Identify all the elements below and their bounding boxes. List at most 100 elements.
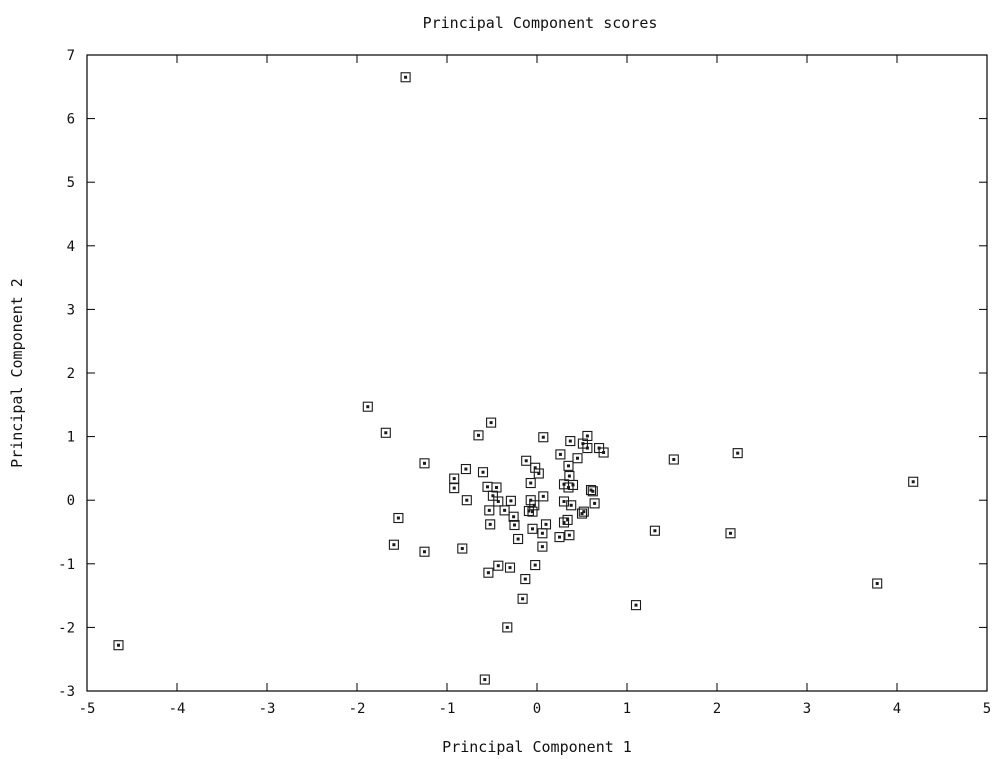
data-points: [113, 72, 919, 685]
data-point: [486, 417, 497, 428]
data-point: [630, 600, 642, 611]
y-tick-label: 4: [67, 239, 75, 255]
data-point: [461, 495, 472, 506]
data-point: [493, 496, 504, 507]
data-point: [538, 432, 549, 443]
data-point: [479, 674, 490, 685]
x-tick-label: 5: [983, 701, 991, 717]
data-point: [493, 560, 504, 571]
data-point: [649, 525, 660, 536]
data-point: [484, 505, 495, 516]
data-point: [563, 460, 574, 471]
data-point: [585, 484, 597, 496]
data-point: [487, 490, 498, 501]
data-point: [564, 470, 575, 482]
data-point: [562, 514, 573, 525]
data-point: [449, 473, 460, 484]
data-point: [725, 528, 736, 539]
y-tick-label: -2: [58, 620, 75, 636]
y-tick-label: 1: [67, 430, 75, 446]
data-point: [362, 401, 373, 412]
data-point: [587, 486, 598, 497]
y-tick-label: 5: [67, 175, 75, 191]
x-tick-label: -5: [79, 701, 96, 717]
data-point: [527, 506, 538, 517]
data-point: [529, 500, 540, 511]
data-point: [566, 500, 577, 511]
data-point: [732, 448, 743, 459]
data-point: [530, 462, 541, 473]
data-point: [582, 442, 593, 454]
data-point: [537, 528, 548, 539]
y-axis: -3 -2 -1 0 1 2 3 4 5 6 7: [58, 48, 987, 700]
x-tick-label: -2: [349, 701, 366, 717]
data-point: [504, 562, 516, 573]
y-tick-label: 3: [67, 302, 75, 318]
data-point: [473, 430, 484, 441]
data-point: [558, 496, 570, 507]
data-point: [564, 530, 575, 541]
data-point: [527, 523, 538, 534]
x-axis-label: Principal Component 1: [442, 738, 632, 756]
data-point: [908, 476, 919, 487]
data-point: [457, 543, 468, 554]
data-point: [555, 449, 566, 460]
x-tick-label: -3: [259, 701, 276, 717]
y-tick-label: -1: [58, 557, 75, 573]
data-point: [419, 546, 430, 557]
data-point: [572, 453, 583, 464]
y-tick-label: 6: [67, 112, 75, 128]
x-tick-label: 1: [623, 701, 631, 717]
data-point: [380, 427, 391, 438]
data-point: [502, 622, 513, 633]
data-point: [491, 482, 502, 493]
data-point: [576, 508, 588, 519]
data-point: [388, 539, 399, 550]
data-point: [508, 511, 519, 522]
data-point: [530, 560, 541, 571]
plot-frame: [86, 54, 988, 692]
y-tick-label: 2: [67, 366, 75, 382]
data-point: [483, 567, 494, 578]
data-point: [513, 533, 524, 545]
data-point: [482, 481, 493, 492]
data-point: [533, 468, 544, 479]
data-point: [449, 483, 460, 494]
data-point: [525, 477, 536, 489]
data-point: [113, 640, 124, 651]
y-axis-label: Principal Component 2: [8, 278, 26, 468]
data-point: [520, 574, 531, 585]
data-point: [509, 519, 520, 531]
data-point: [505, 495, 516, 506]
x-tick-label: 2: [713, 701, 721, 717]
x-tick-label: -1: [439, 701, 456, 717]
data-point: [499, 505, 510, 516]
data-point: [393, 512, 404, 524]
data-point: [485, 519, 496, 530]
y-tick-label: -3: [58, 684, 75, 700]
x-tick-label: 3: [803, 701, 811, 717]
data-point: [554, 532, 565, 543]
data-point: [565, 436, 576, 447]
data-point: [589, 498, 600, 509]
data-point: [538, 491, 549, 502]
data-point: [558, 517, 570, 528]
data-point: [521, 455, 532, 466]
data-point: [460, 463, 471, 475]
data-point: [525, 495, 536, 506]
data-point: [668, 454, 679, 465]
x-tick-label: -4: [169, 701, 186, 717]
y-tick-label: 0: [67, 493, 75, 509]
data-point: [517, 593, 528, 604]
x-tick-label: 4: [893, 701, 901, 717]
data-point: [419, 458, 430, 469]
data-point: [540, 519, 552, 530]
data-point: [582, 430, 593, 442]
data-point: [400, 72, 411, 83]
y-tick-label: 7: [67, 48, 75, 64]
data-point: [872, 578, 883, 589]
chart-title: Principal Component scores: [423, 14, 658, 32]
x-axis: -5 -4 -3 -2 -1 0 1 2 3 4 5: [79, 55, 991, 717]
data-point: [578, 506, 589, 517]
